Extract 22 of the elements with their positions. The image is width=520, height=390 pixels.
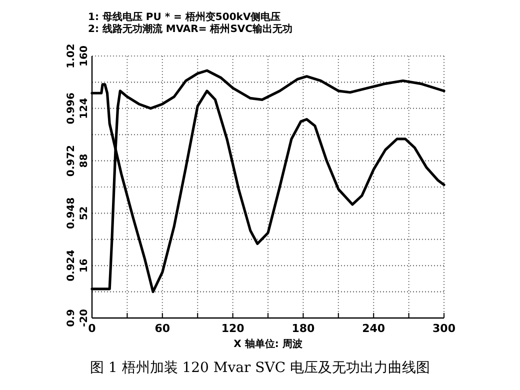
y-tick-label: 0.948 (66, 197, 77, 230)
text: 2: 线路无功潮流 MVAR= 梧州SVC输出无功 (88, 23, 293, 35)
x-tick-label: 0 (88, 322, 96, 335)
y-tick-label: 1.02 (66, 44, 77, 68)
y2-tick-label: 52 (79, 206, 90, 220)
x-axis-title: X 轴单位: 周波 (234, 338, 304, 350)
x-tick-label: 300 (432, 322, 456, 335)
y-tick-label: 0.924 (66, 250, 77, 282)
y2-tick-label: 88 (79, 154, 90, 168)
y-tick-label: 0.9 (66, 309, 77, 327)
y-tick-label: 0.996 (66, 92, 77, 124)
y2-tick-label: -20 (79, 308, 90, 328)
x-tick-label: 180 (292, 322, 316, 335)
text: 1: 母线电压 PU * = 梧州变500kV侧电压 (88, 11, 281, 23)
y-tick-label: 0.972 (66, 144, 77, 177)
text: 图 1 梧州加装 120 Mvar SVC 电压及无功出力曲线图 (90, 360, 430, 376)
y2-tick-label: 160 (79, 46, 90, 66)
y2-tick-label: 124 (79, 98, 90, 119)
x-tick-label: 120 (221, 322, 245, 335)
x-tick-label: 60 (154, 322, 170, 335)
y2-tick-label: 16 (79, 258, 90, 273)
x-tick-label: 240 (362, 322, 386, 335)
